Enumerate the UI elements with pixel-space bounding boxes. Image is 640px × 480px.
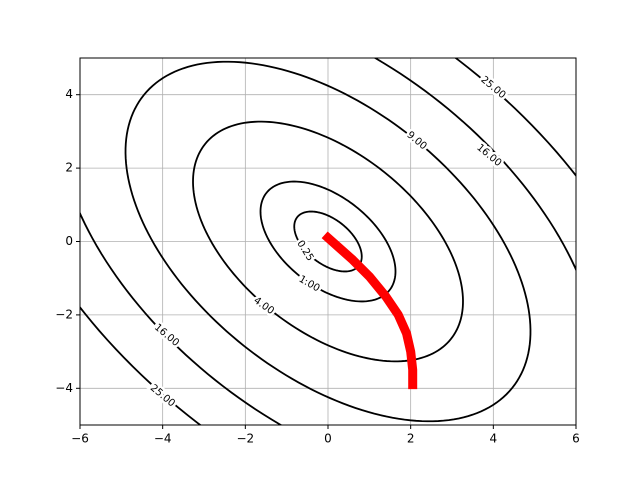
contour-line — [259, 180, 397, 303]
trajectory-line — [321, 231, 418, 390]
y-tick-label: 2 — [65, 161, 73, 175]
contour-line — [80, 58, 576, 425]
grid — [79, 58, 577, 425]
x-tick-label: −4 — [154, 432, 172, 446]
x-tick-label: 6 — [572, 432, 580, 446]
trajectory — [321, 231, 418, 390]
x-tick-label: 2 — [407, 432, 415, 446]
contour-line — [293, 210, 363, 273]
contour-line — [124, 60, 532, 423]
ticks: −6 −4 −2 0 2 4 6 −4 −2 0 2 4 — [55, 87, 580, 445]
contour-line — [192, 120, 464, 363]
y-tick-label: −4 — [55, 381, 73, 395]
y-tick-label: 0 — [65, 234, 73, 248]
x-tick-label: 0 — [324, 432, 332, 446]
y-tick-label: 4 — [65, 87, 73, 101]
y-tick-label: −2 — [55, 307, 73, 321]
x-tick-label: 4 — [490, 432, 498, 446]
x-tick-label: −2 — [236, 432, 254, 446]
x-tick-label: −6 — [71, 432, 89, 446]
